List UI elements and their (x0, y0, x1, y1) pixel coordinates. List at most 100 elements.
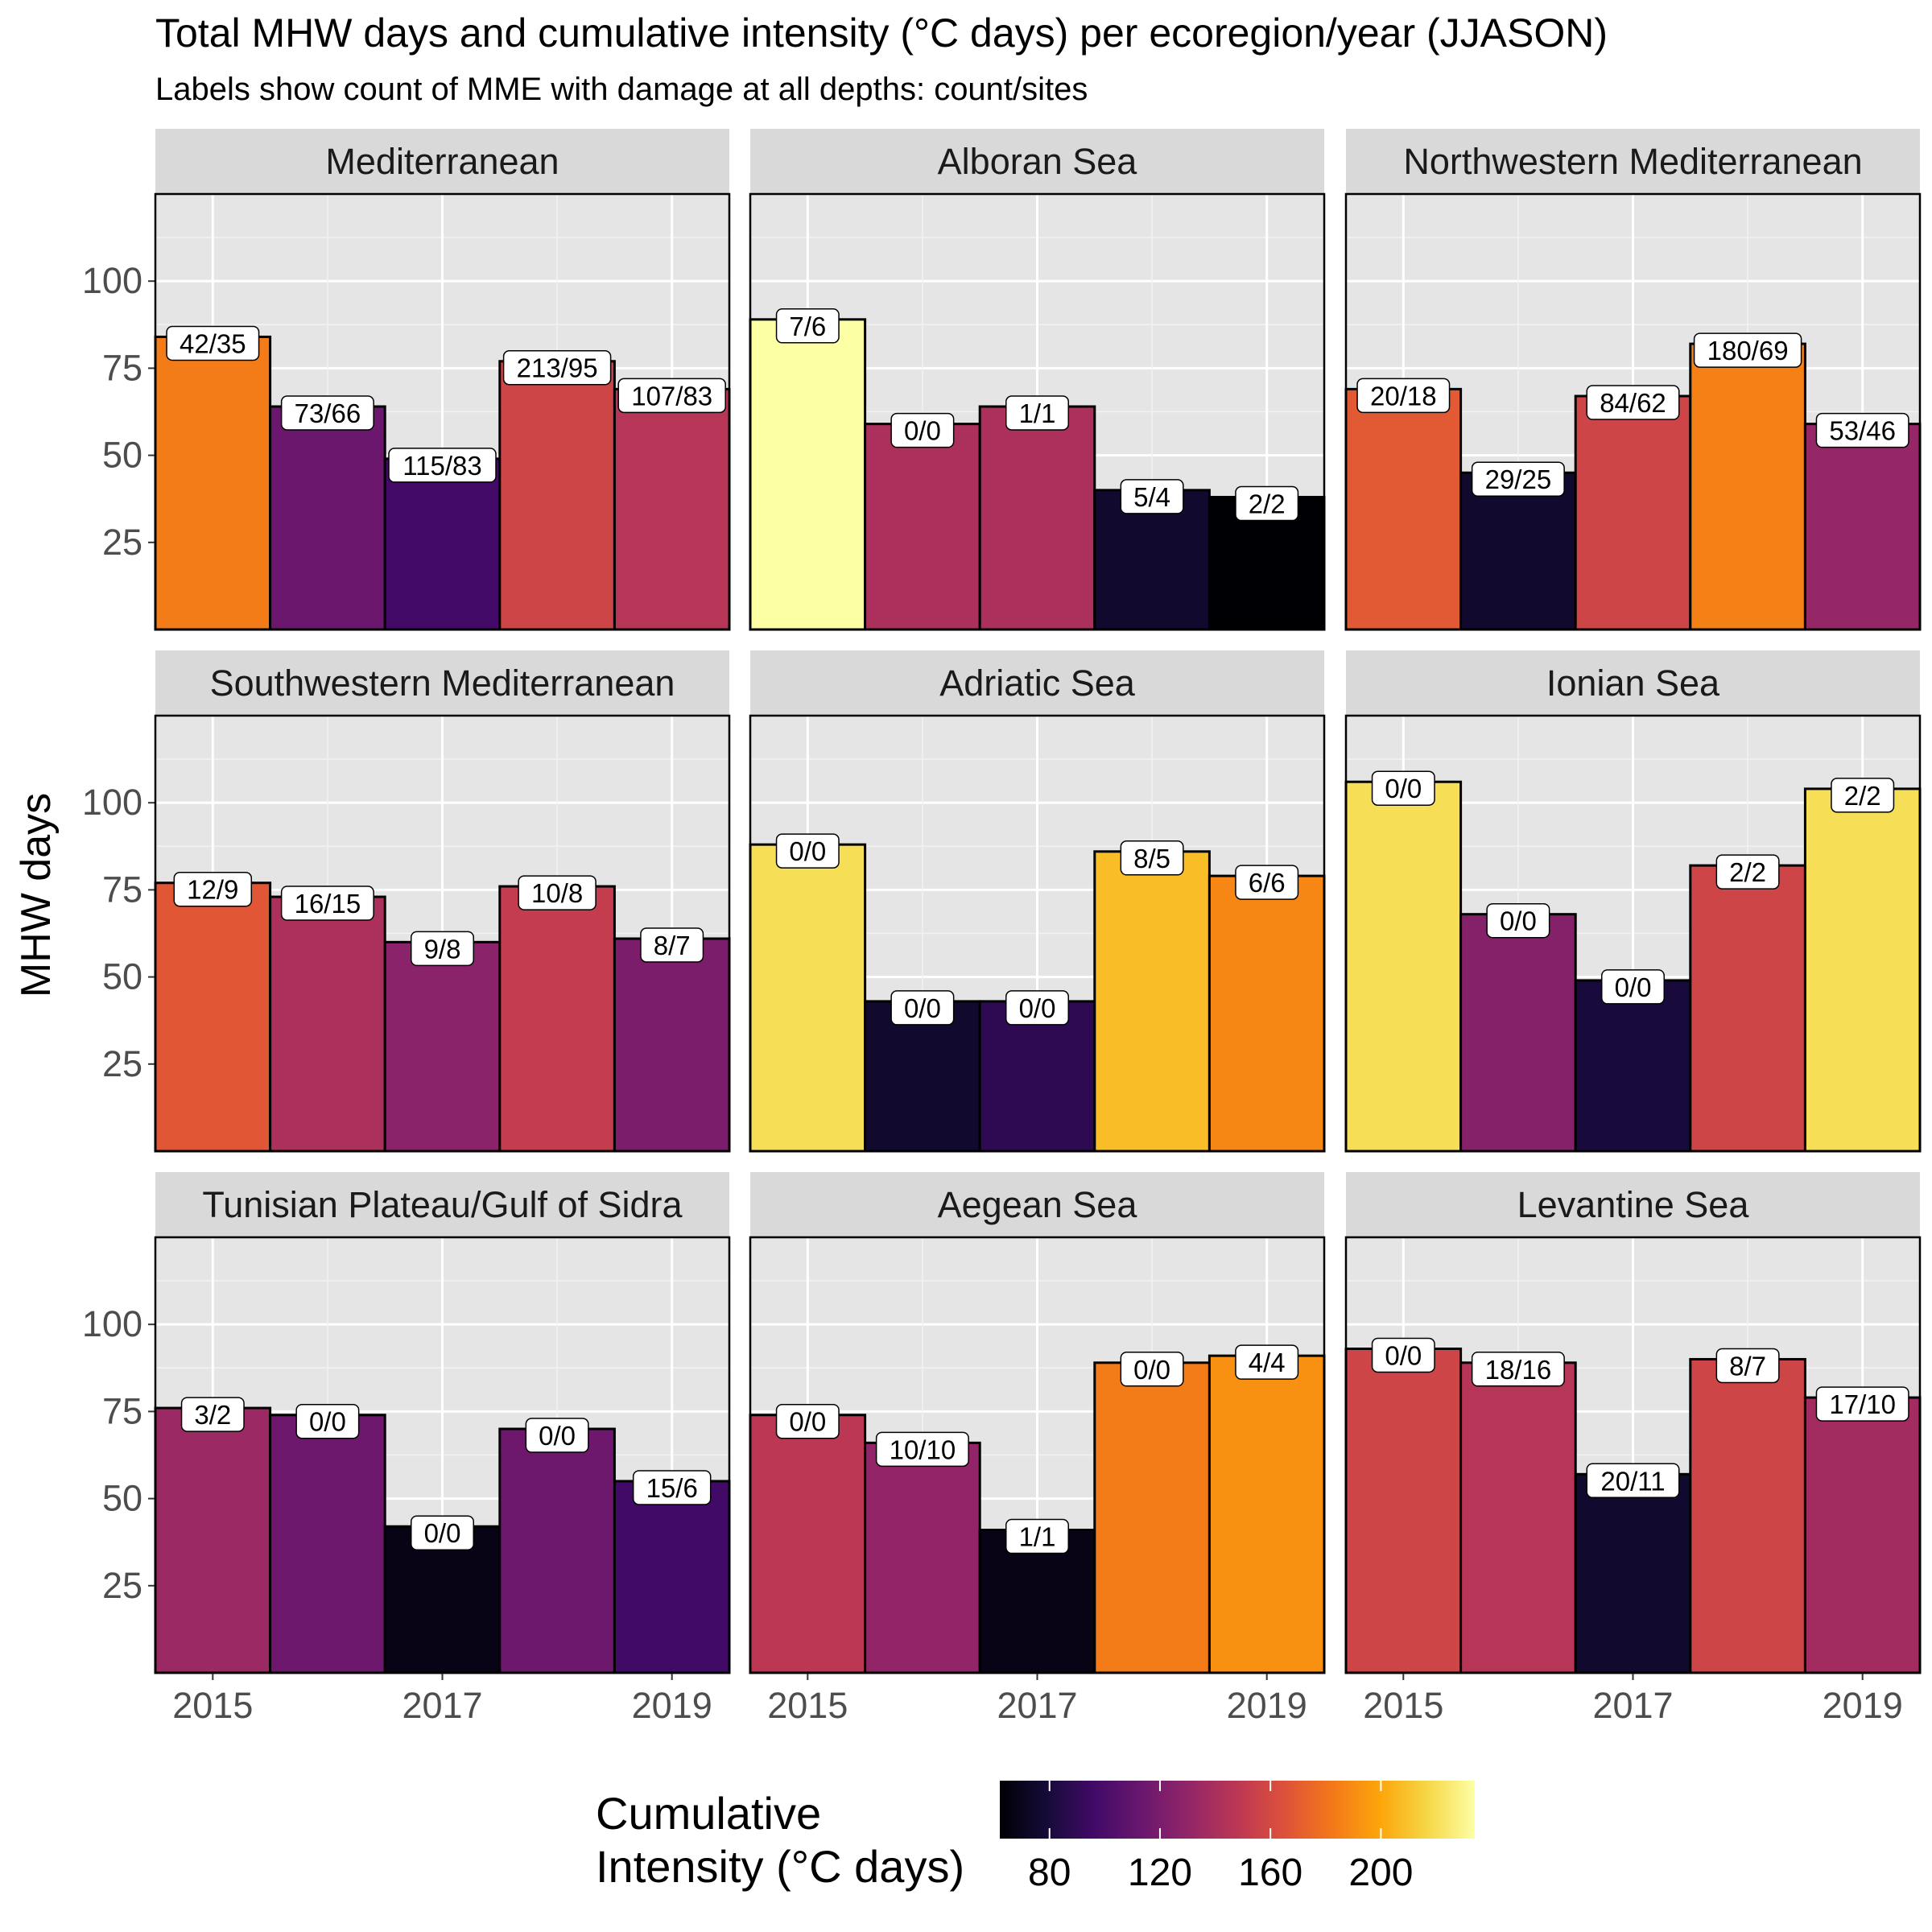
facet-strip (1346, 129, 1920, 194)
bar (978, 405, 1096, 631)
data-label: 0/0 (789, 1407, 826, 1437)
data-label-box (1831, 778, 1895, 813)
facet-strip-label: Aegean Sea (938, 1184, 1138, 1225)
data-label: 0/0 (904, 416, 941, 446)
facet-strip (750, 1172, 1324, 1237)
data-label: 16/15 (295, 889, 361, 919)
data-label-box (295, 1403, 360, 1439)
panel-border (154, 714, 731, 1153)
data-label: 73/66 (295, 398, 361, 428)
facet-strip-label: Northwestern Mediterranean (1403, 141, 1862, 182)
data-label-group: 4/4 (1235, 1344, 1299, 1380)
data-label: 84/62 (1600, 388, 1666, 418)
facet-panel: Levantine Sea 0/0 18/16 20/11 8/7 17/10 2015 20… (1344, 1172, 1922, 1726)
bar (498, 360, 616, 631)
data-label-group: 0/0 (775, 833, 840, 869)
data-label: 115/83 (402, 451, 481, 481)
bar (1459, 1361, 1577, 1674)
data-label: 0/0 (1500, 906, 1537, 936)
data-label-box (1693, 332, 1802, 368)
data-label-group: 115/83 (388, 448, 497, 483)
bar (498, 1427, 616, 1674)
panel-border (749, 1236, 1326, 1674)
bar (613, 387, 731, 631)
data-label-group: 53/46 (1815, 412, 1909, 448)
y-tick-label: 50 (102, 435, 142, 476)
y-tick-label: 50 (102, 956, 142, 997)
data-label-group: 20/11 (1586, 1463, 1680, 1499)
bar (749, 843, 867, 1153)
data-label-group: 0/0 (1486, 902, 1550, 939)
bar (749, 318, 867, 631)
data-label-group: 0/0 (1005, 990, 1069, 1026)
x-tick-label: 2015 (767, 1685, 848, 1726)
data-label-group: 2/2 (1831, 778, 1895, 813)
chart-title: Total MHW days and cumulative intensity … (155, 10, 1608, 56)
data-label-box (388, 448, 497, 483)
data-label: 4/4 (1249, 1348, 1286, 1377)
data-label-group: 213/95 (502, 349, 612, 386)
data-label: 8/5 (1133, 844, 1170, 873)
data-label-group: 180/69 (1693, 332, 1802, 368)
facet-strip-label: Ionian Sea (1546, 663, 1720, 704)
data-label-box (1005, 395, 1069, 431)
x-tick-label: 2017 (997, 1685, 1077, 1726)
facet-strip (750, 650, 1324, 716)
data-label-group: 10/10 (875, 1431, 969, 1468)
panel-border (1344, 1236, 1922, 1674)
y-tick-label: 75 (102, 869, 142, 910)
facet-strip-label: Levantine Sea (1517, 1184, 1750, 1225)
y-tick-label: 25 (102, 1565, 142, 1606)
facet-strip (1346, 1172, 1920, 1237)
facet-panel: Alboran Sea 7/6 0/0 1/1 5/4 2/2 (749, 129, 1326, 631)
bar (864, 1441, 981, 1674)
facet-strip (1346, 650, 1920, 716)
data-label: 2/2 (1249, 489, 1286, 519)
data-label-group: 2/2 (1715, 854, 1780, 890)
bar (1574, 394, 1692, 631)
data-label-box (166, 325, 260, 361)
facet-strip (155, 1172, 729, 1237)
data-label-box (280, 886, 374, 921)
legend-tick-label: 160 (1238, 1852, 1302, 1894)
data-label-group: 2/2 (1235, 485, 1299, 522)
bar (269, 895, 386, 1153)
bar (154, 881, 272, 1153)
facet-strip (155, 650, 729, 716)
y-tick-label: 75 (102, 347, 142, 388)
data-label-box (1235, 1344, 1299, 1380)
panel-border (749, 714, 1326, 1153)
data-label-group: 84/62 (1586, 385, 1680, 420)
data-label-group: 0/0 (1371, 1337, 1435, 1373)
data-label-box (1815, 412, 1909, 448)
data-label-group: 107/83 (617, 378, 726, 414)
panel-border (749, 192, 1326, 631)
y-tick-label: 100 (82, 782, 142, 823)
facet-strip (750, 129, 1324, 194)
data-label: 10/8 (531, 878, 583, 908)
data-label-group: 16/15 (280, 886, 374, 921)
chart-subtitle: Labels show count of MME with damage at … (155, 72, 1088, 107)
facet-panel: Aegean Sea 0/0 10/10 1/1 0/0 4/4 2015 2017 2019 (749, 1172, 1326, 1726)
data-label-box (502, 349, 612, 386)
data-label: 180/69 (1707, 336, 1789, 365)
bar (1803, 787, 1922, 1153)
panel-border (154, 192, 731, 631)
data-label-group: 18/16 (1471, 1352, 1565, 1387)
data-label-group: 42/35 (166, 325, 260, 361)
facet-strip-label: Tunisian Plateau/Gulf of Sidra (202, 1184, 683, 1225)
legend-tick-label: 200 (1348, 1852, 1413, 1894)
bar (1803, 423, 1922, 631)
data-label: 17/10 (1829, 1389, 1896, 1419)
x-tick-label: 2017 (1592, 1685, 1673, 1726)
data-label-group: 0/0 (890, 412, 955, 448)
bar (154, 335, 272, 631)
panel-border (154, 1236, 731, 1674)
bar (864, 423, 981, 631)
data-label-box (1005, 1518, 1069, 1554)
y-tick-label: 100 (82, 1303, 142, 1344)
facet-strip-label: Southwestern Mediterranean (210, 663, 675, 704)
y-tick-label: 25 (102, 522, 142, 563)
panel-border (1344, 192, 1922, 631)
